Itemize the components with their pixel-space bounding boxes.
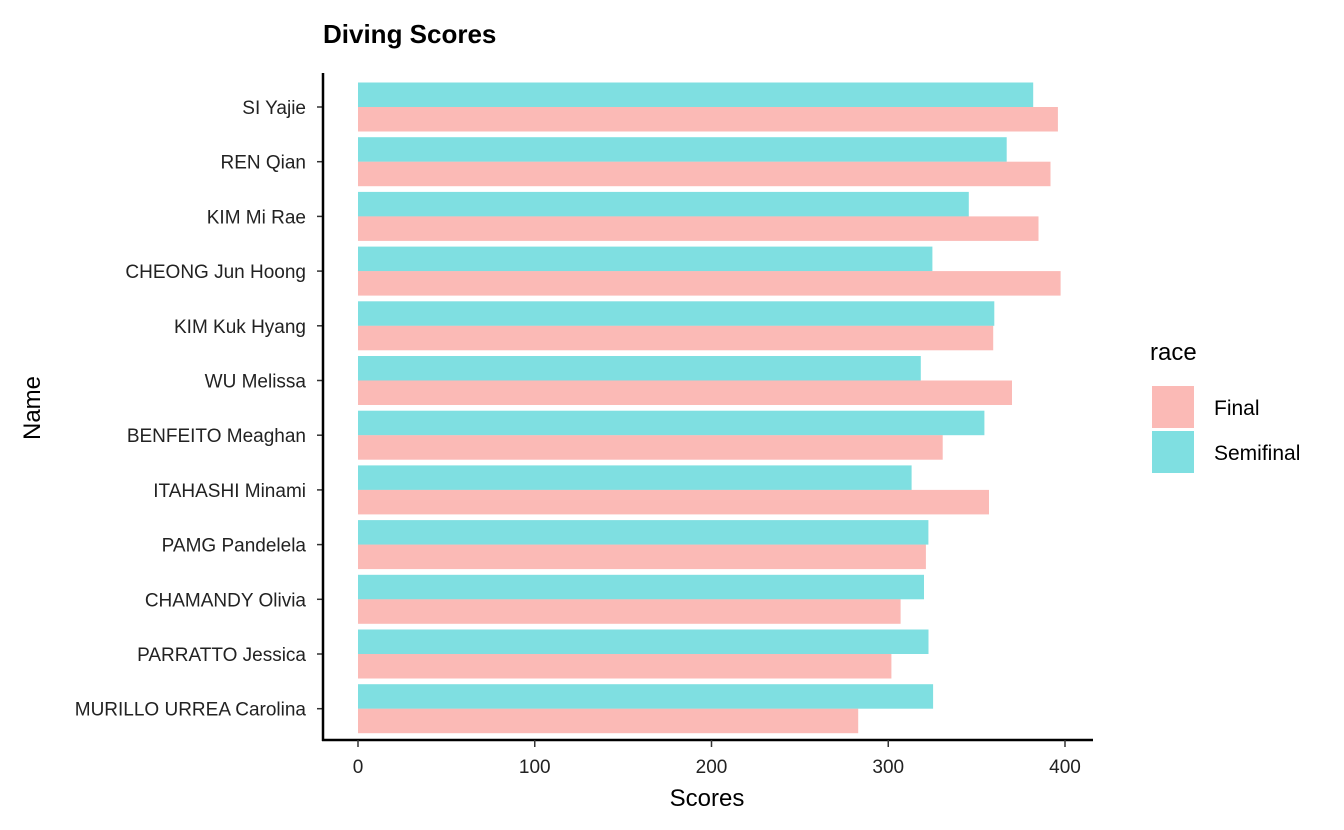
- legend-key-semifinal: [1152, 431, 1194, 473]
- y-tick-label: KIM Mi Rae: [207, 207, 306, 228]
- bar-final: [358, 107, 1058, 132]
- x-tick-label: 300: [872, 757, 904, 778]
- bar-semifinal: [358, 356, 921, 381]
- y-axis: SI Yajie REN Qian KIM Mi Rae CHEONG Jun Hoo…: [75, 73, 325, 741]
- bar-final: [358, 380, 1012, 405]
- y-tick-label: BENFEITO Meaghan: [127, 426, 306, 447]
- x-axis: 0 100 200 300 400: [322, 738, 1093, 778]
- bar-semifinal: [358, 191, 969, 217]
- legend-label-semifinal: Semifinal: [1214, 442, 1300, 465]
- bar-final: [358, 216, 1039, 241]
- bar-semifinal: [358, 574, 924, 600]
- legend-key-final: [1152, 386, 1194, 428]
- y-tick-label: WU Melissa: [205, 372, 307, 393]
- y-tick-label: PARRATTO Jessica: [137, 645, 306, 666]
- bar-final: [358, 654, 892, 679]
- legend-label-final: Final: [1214, 397, 1260, 420]
- bar-final: [358, 489, 989, 515]
- y-tick-label: SI Yajie: [242, 98, 306, 119]
- bar-semifinal: [358, 629, 929, 654]
- x-tick-label: 100: [519, 757, 551, 778]
- bar-semifinal: [358, 410, 985, 436]
- y-tick-label: REN Qian: [220, 153, 306, 174]
- y-axis-title: Name: [19, 376, 46, 440]
- x-axis-title: Scores: [670, 785, 745, 812]
- bar-final: [358, 599, 901, 624]
- bars-group: [358, 82, 1061, 734]
- x-tick-label: 0: [353, 757, 364, 778]
- bar-semifinal: [358, 246, 933, 272]
- x-tick-label: 200: [696, 757, 728, 778]
- bar-semifinal: [358, 520, 929, 545]
- bar-final: [358, 271, 1061, 296]
- y-tick-label: PAMG Pandelela: [162, 536, 307, 557]
- y-tick-label: MURILLO URREA Carolina: [75, 700, 307, 721]
- legend: race Final Semifinal: [1150, 339, 1300, 473]
- bar-semifinal: [358, 301, 995, 326]
- y-tick-label: KIM Kuk Hyang: [174, 317, 306, 338]
- y-tick-label: ITAHASHI Minami: [153, 481, 306, 502]
- bar-final: [358, 161, 1051, 187]
- legend-title: race: [1150, 339, 1197, 366]
- bar-semifinal: [358, 465, 912, 490]
- bar-semifinal: [358, 82, 1034, 107]
- bar-final: [358, 708, 859, 734]
- y-tick-label: CHEONG Jun Hoong: [125, 262, 306, 283]
- x-tick-label: 400: [1049, 757, 1081, 778]
- bar-final: [358, 325, 994, 351]
- bar-final: [358, 544, 926, 570]
- bar-final: [358, 435, 943, 460]
- bar-semifinal: [358, 137, 1007, 162]
- y-tick-label: CHAMANDY Olivia: [145, 590, 307, 611]
- bar-semifinal: [358, 684, 934, 709]
- chart-title: Diving Scores: [323, 19, 496, 49]
